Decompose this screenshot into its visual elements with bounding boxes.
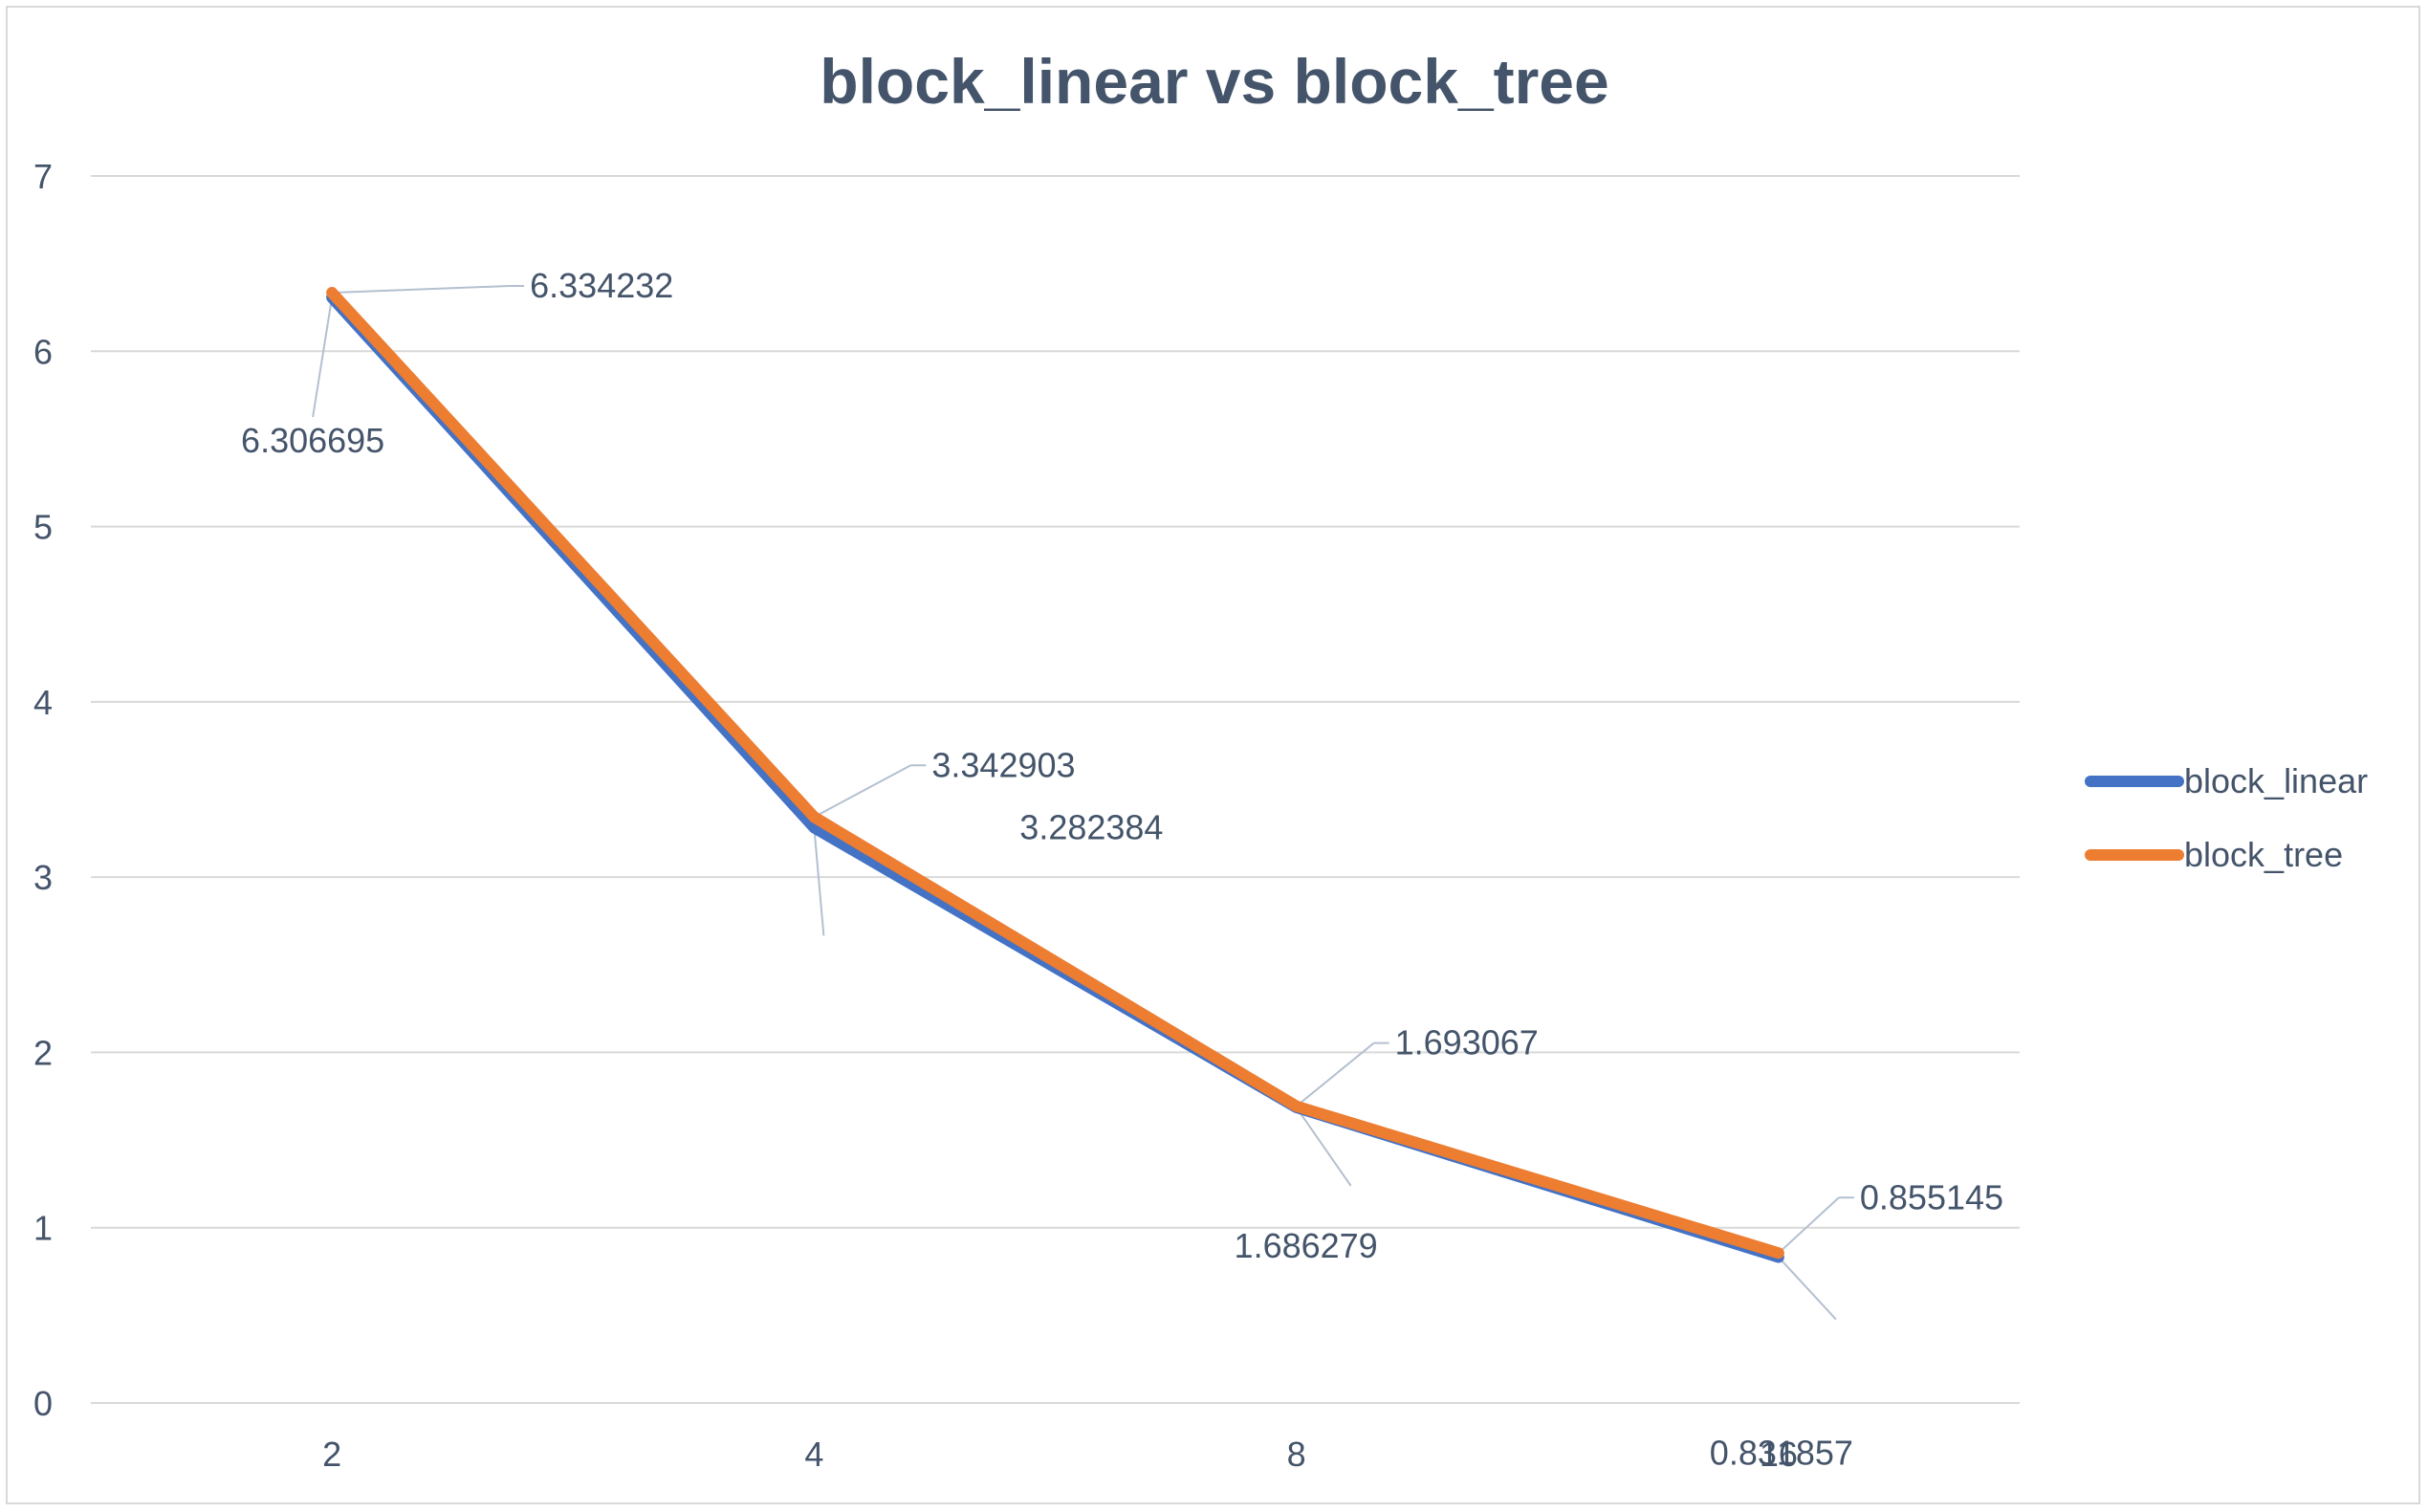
- x-axis: 2 4 8 16: [322, 1435, 1798, 1474]
- y-tick-label: 3: [33, 858, 53, 897]
- data-label-block_linear: 3.282384: [1019, 807, 1163, 846]
- data-label-block_linear: 0.831857: [1710, 1434, 1853, 1473]
- x-tick-label: 16: [1760, 1435, 1798, 1474]
- data-label-block_tree: 0.855145: [1860, 1177, 2003, 1216]
- leader-line: [813, 764, 911, 819]
- leader-line: [1778, 1196, 1840, 1254]
- chart-title: block_linear vs block_tree: [820, 46, 1608, 117]
- leader-line: [332, 285, 510, 295]
- y-tick-label: 1: [33, 1209, 53, 1248]
- leader-line: [1778, 1256, 1837, 1321]
- data-label-block_tree: 6.334232: [530, 266, 673, 305]
- series-line-block_tree: [326, 287, 1784, 1260]
- series-lines: [326, 287, 1784, 1263]
- x-tick-label: 4: [804, 1435, 823, 1474]
- data-label-block_tree: 1.693067: [1395, 1023, 1539, 1063]
- leader-line: [312, 296, 334, 418]
- y-tick-label: 4: [33, 683, 53, 722]
- y-tick-label: 5: [33, 508, 53, 547]
- data-label-block_linear: 6.306695: [241, 421, 384, 460]
- leader-line: [813, 827, 825, 936]
- leader-line: [1295, 1041, 1375, 1107]
- chart-frame: [6, 6, 2420, 1504]
- data-label-block_tree: 3.342903: [931, 745, 1075, 784]
- y-tick-label: 2: [33, 1033, 53, 1072]
- legend-label-block_tree: block_tree: [2184, 835, 2343, 874]
- grid-lines: [91, 175, 2020, 1404]
- data-labels: 6.306695 3.282384 1.686279 0.831857 6.334232…: [241, 266, 2003, 1473]
- legend: block_linear block_tree: [2085, 761, 2368, 874]
- y-tick-label: 7: [33, 157, 53, 196]
- leader-line: [1295, 1107, 1352, 1187]
- y-tick-label: 0: [33, 1384, 53, 1423]
- x-tick-label: 2: [322, 1435, 341, 1474]
- data-label-block_linear: 1.686279: [1235, 1226, 1378, 1265]
- x-tick-label: 8: [1287, 1435, 1306, 1474]
- y-tick-label: 6: [33, 332, 53, 371]
- legend-label-block_linear: block_linear: [2184, 761, 2368, 800]
- y-axis: 0 1 2 3 4 5 6 7: [33, 157, 53, 1423]
- data-label-leaders: [312, 285, 1854, 1321]
